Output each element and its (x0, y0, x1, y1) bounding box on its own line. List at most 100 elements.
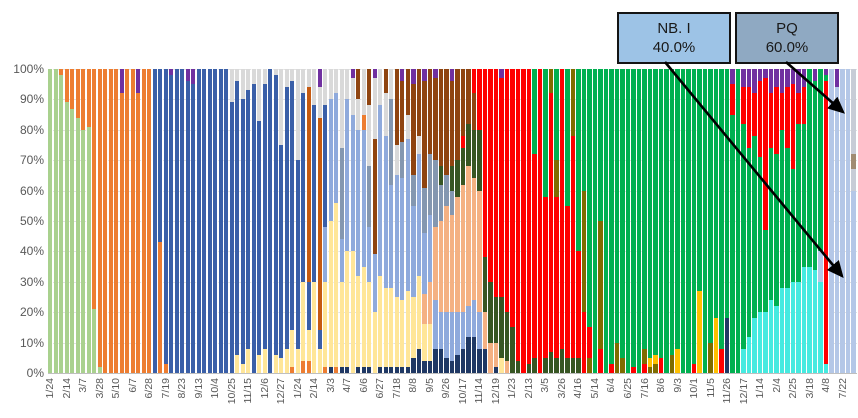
bar-segment-pu (191, 69, 196, 85)
bar (75, 69, 80, 373)
x-tick-label: 4/7 (341, 378, 354, 393)
callout-pq-label: PQ (776, 19, 798, 37)
bar-segment-nv (460, 348, 466, 373)
bar-segment-ol (581, 190, 587, 313)
bar (614, 69, 620, 373)
bar-segment-gy (383, 93, 388, 136)
bar-segment-gn (708, 69, 713, 343)
x-tick-label: 9/26 (440, 378, 453, 399)
x-tick-label: 2/4 (770, 378, 783, 393)
bar-segment-db (152, 69, 157, 373)
bar (653, 69, 658, 373)
bar (114, 69, 119, 373)
bar-segment-pw (416, 154, 421, 276)
bar-segment-re (581, 312, 587, 373)
bar-segment-pw (444, 312, 449, 358)
bar-segment-pu (834, 69, 840, 88)
bar-segment-pc (493, 342, 499, 367)
bar (735, 69, 741, 373)
bar-segment-pw (356, 129, 361, 276)
bar-segment-gy (416, 135, 421, 155)
bar-segment-gn (741, 123, 746, 349)
bar (306, 69, 311, 373)
bar (416, 69, 421, 373)
bar-segment-gn (686, 69, 691, 373)
bar-segment-db (279, 145, 284, 358)
bar-segment-gn (746, 148, 752, 337)
bar-segment-gy (350, 78, 355, 115)
bar (59, 69, 64, 373)
x-tick-label: 10/1 (688, 378, 701, 399)
bar-segment-pw (389, 184, 394, 288)
bar-segment-re (570, 135, 576, 358)
bar-segment-pu (449, 69, 455, 82)
bar-segment-pu (785, 69, 790, 88)
bar-segment-dg (466, 123, 471, 167)
bar (669, 69, 675, 373)
bar-segment-pw (345, 99, 350, 252)
bar-segment-db (196, 69, 201, 373)
bar-segment-pu (350, 69, 355, 79)
bar (191, 69, 196, 373)
bar-segment-dg (554, 357, 559, 373)
bar (394, 69, 399, 373)
bar-segment-or (158, 242, 163, 373)
bar-segment-pw (367, 227, 372, 282)
bar-segment-br (356, 69, 361, 100)
bar (345, 69, 350, 373)
bar-segment-pu (400, 69, 405, 82)
bar-segment-cy (818, 281, 823, 373)
bar-segment-gn (631, 69, 636, 367)
bar (686, 69, 691, 373)
bar-segment-gy (229, 69, 234, 103)
bar-segment-pc (460, 184, 466, 313)
bar-segment-db (262, 84, 267, 349)
x-tick-label: 12/6 (258, 378, 271, 399)
bar-segment-cr (422, 324, 427, 361)
bar-segment-re (510, 69, 515, 328)
bar-segment-pb (840, 69, 845, 373)
bar-segment-gn (779, 129, 785, 288)
bar-segment-re (482, 69, 488, 258)
bar (576, 69, 581, 373)
bar-segment-cr (499, 357, 504, 373)
bar-segment-cr (350, 251, 355, 373)
x-tick-label: 6/4 (605, 378, 618, 393)
x-tick-label: 6/25 (622, 378, 634, 399)
bar-segment-pw (339, 239, 344, 282)
x-tick-label: 4/16 (572, 378, 585, 399)
bar-segment-gn (702, 69, 708, 373)
bar-segment-gn (642, 69, 647, 349)
bar (328, 69, 333, 373)
bar-segment-ol (669, 354, 675, 373)
x-tick-label: 2/14 (308, 378, 321, 399)
bar-segment-gn (801, 123, 807, 267)
bar-segment-db (295, 160, 300, 349)
bar (103, 69, 108, 373)
bar (510, 69, 515, 373)
bar-segment-nv (422, 360, 427, 373)
x-tick-label: 1/14 (754, 378, 767, 399)
bar-segment-re (763, 78, 768, 231)
bar-segment-br (433, 78, 438, 161)
bar-segment-gy (394, 145, 399, 176)
bar-segment-pw (350, 114, 355, 252)
bar-segment-cr (323, 281, 328, 367)
x-tick-label: 1/24 (44, 378, 57, 399)
x-tick-label: 7/19 (159, 378, 172, 399)
bar-segment-lg (97, 366, 102, 373)
bar-segment-pw (460, 312, 466, 349)
bar-segment-db (180, 69, 185, 373)
bar (141, 69, 146, 373)
y-tick-label: 70% (19, 153, 44, 168)
x-tick-label: 9/3 (671, 378, 684, 393)
bar-segment-gy (235, 69, 240, 82)
bar (620, 69, 625, 373)
bar-segment-or (125, 69, 130, 373)
bar-segment-lg (59, 75, 64, 373)
x-tick-label: 3/3 (324, 378, 337, 393)
x-tick-label: 1/23 (506, 378, 519, 399)
bar-segment-pw (438, 312, 444, 349)
bar-segment-pw (361, 129, 366, 267)
